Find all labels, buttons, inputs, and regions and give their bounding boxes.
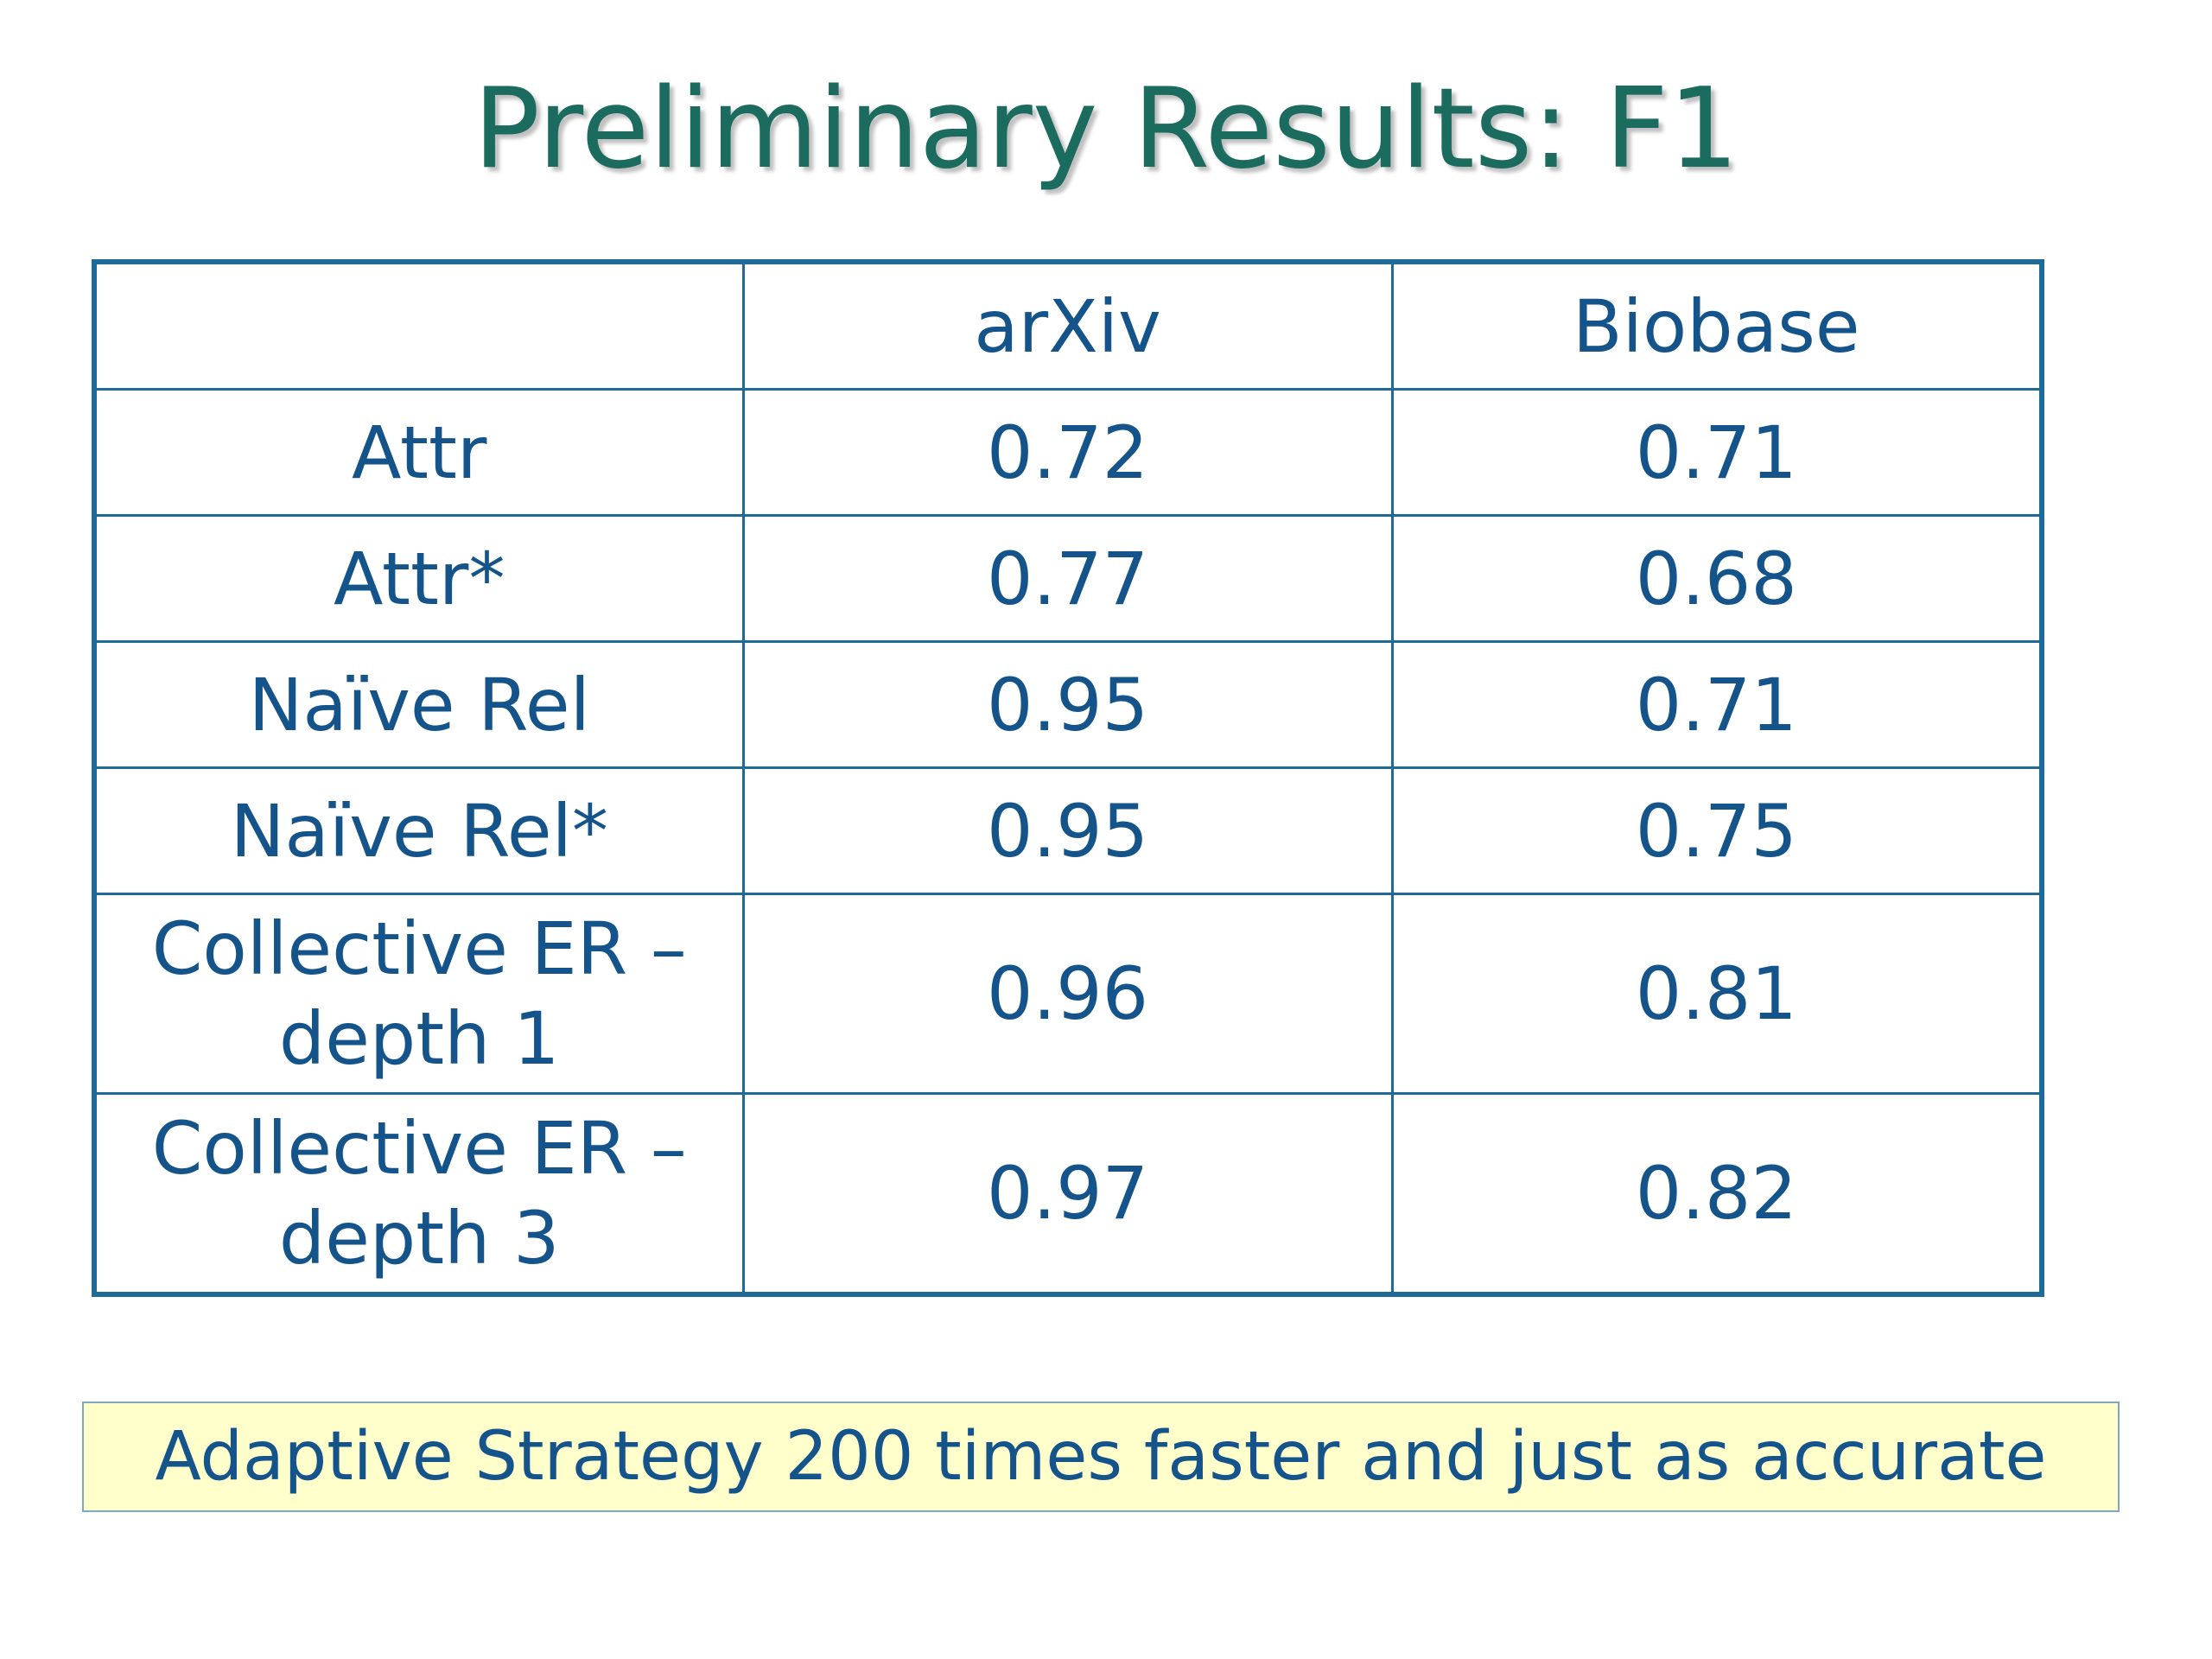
biobase-value: 0.71 <box>1390 640 2044 769</box>
results-table: arXiv Biobase Attr 0.72 0.71 Attr* 0.77 … <box>92 259 2044 1297</box>
row-label: Attr <box>92 388 745 517</box>
summary-callout: Adaptive Strategy 200 times faster and j… <box>82 1402 2120 1512</box>
slide-title: Preliminary Results: F1 <box>473 65 1739 194</box>
arxiv-value: 0.95 <box>741 766 1394 895</box>
table-row: Attr* 0.77 0.68 <box>92 514 2044 643</box>
row-label: Naïve Rel <box>92 640 745 769</box>
biobase-value: 0.68 <box>1390 514 2044 643</box>
arxiv-value: 0.97 <box>741 1092 1394 1296</box>
row-label: Naïve Rel* <box>92 766 745 895</box>
biobase-value: 0.82 <box>1390 1092 2044 1296</box>
header-biobase: Biobase <box>1390 260 2044 391</box>
arxiv-value: 0.72 <box>741 388 1394 517</box>
table-row: Collective ER – depth 3 0.97 0.82 <box>92 1092 2044 1296</box>
row-label: Collective ER – depth 3 <box>92 1092 745 1296</box>
arxiv-value: 0.96 <box>741 893 1394 1095</box>
table-row: Naïve Rel* 0.95 0.75 <box>92 766 2044 895</box>
biobase-value: 0.71 <box>1390 388 2044 517</box>
table-row: Attr 0.72 0.71 <box>92 388 2044 517</box>
row-label: Attr* <box>92 514 745 643</box>
row-label: Collective ER – depth 1 <box>92 893 745 1095</box>
biobase-value: 0.75 <box>1390 766 2044 895</box>
arxiv-value: 0.95 <box>741 640 1394 769</box>
table-row: Collective ER – depth 1 0.96 0.81 <box>92 893 2044 1095</box>
summary-callout-text: Adaptive Strategy 200 times faster and j… <box>155 1418 2047 1496</box>
arxiv-value: 0.77 <box>741 514 1394 643</box>
biobase-value: 0.81 <box>1390 893 2044 1095</box>
header-arxiv: arXiv <box>741 260 1394 391</box>
header-empty <box>92 260 745 391</box>
table-row: Naïve Rel 0.95 0.71 <box>92 640 2044 769</box>
header-row: arXiv Biobase <box>92 260 2044 391</box>
